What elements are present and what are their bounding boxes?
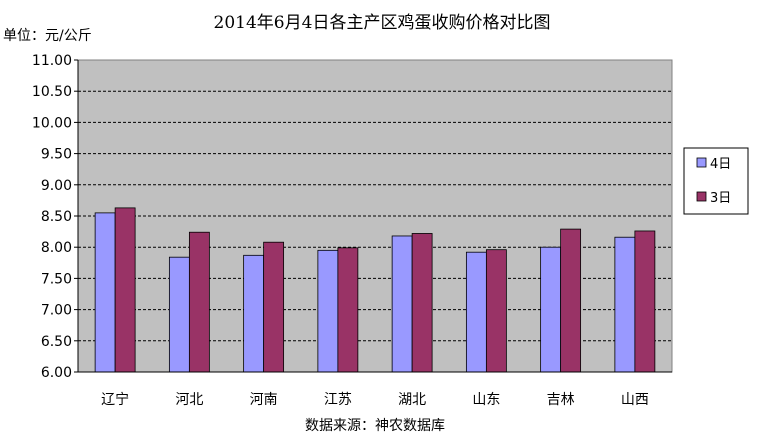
legend-swatch-4日: [696, 157, 707, 168]
bars: [94, 207, 656, 373]
source-label: 数据来源：神农数据库: [305, 418, 445, 434]
bar-4日-山东: [465, 251, 487, 373]
bar-3日-湖北: [411, 233, 433, 373]
x-tick-label: 河北: [175, 392, 203, 408]
legend-swatch-3日: [696, 191, 707, 202]
y-tick-label: 9.50: [41, 147, 72, 163]
x-axis: 辽宁 河北 河南 江苏 湖北 山东 吉林 山西: [101, 391, 649, 408]
bar-4日-吉林: [540, 246, 562, 373]
x-tick-label: 河南: [250, 392, 278, 408]
y-tick-label: 8.00: [41, 240, 72, 256]
bar-3日-辽宁: [114, 207, 136, 373]
chart-title: 2014年6月4日各主产区鸡蛋收购价格对比图: [214, 13, 551, 33]
bar-4日-山西: [614, 236, 636, 373]
y-tick-label: 9.00: [41, 178, 72, 194]
bar-4日-河南: [243, 254, 265, 373]
legend-label-4日: 4日: [710, 157, 731, 172]
legend: 4日 3日: [683, 147, 749, 215]
y-tick-label: 7.50: [41, 271, 72, 287]
bar-4日-辽宁: [94, 212, 116, 373]
y-tick-label: 10.00: [32, 115, 72, 131]
legend-box: [683, 147, 749, 215]
bar-4日-河北: [168, 256, 190, 373]
y-tick-label: 8.50: [41, 209, 72, 225]
bar-3日-河北: [188, 231, 210, 373]
y-axis: 6.00 6.50 7.00 7.50 8.00 8.50 9.00 9.50 10.00 10.…: [32, 53, 78, 381]
bar-3日-吉林: [560, 228, 582, 373]
legend-label-3日: 3日: [710, 191, 731, 206]
x-tick-label: 辽宁: [101, 391, 129, 408]
x-tick-label: 山东: [472, 392, 500, 408]
y-tick-label: 6.50: [41, 334, 72, 350]
y-tick-label: 6.00: [41, 365, 72, 381]
bar-3日-河南: [263, 241, 285, 373]
bar-3日-山东: [485, 249, 507, 373]
x-tick-label: 湖北: [398, 392, 426, 408]
y-tick-label: 7.00: [41, 303, 72, 319]
bar-3日-山西: [634, 230, 656, 373]
bar-4日-湖北: [391, 235, 413, 373]
x-tick-label: 山西: [621, 392, 649, 408]
y-tick-label: 11.00: [32, 53, 72, 69]
x-tick-label: 吉林: [547, 392, 575, 408]
y-tick-label: 10.50: [32, 84, 72, 100]
bar-3日-江苏: [337, 247, 359, 373]
x-tick-label: 江苏: [324, 392, 352, 408]
bar-4日-江苏: [317, 249, 339, 373]
unit-label: 单位：元/公斤: [3, 28, 92, 44]
